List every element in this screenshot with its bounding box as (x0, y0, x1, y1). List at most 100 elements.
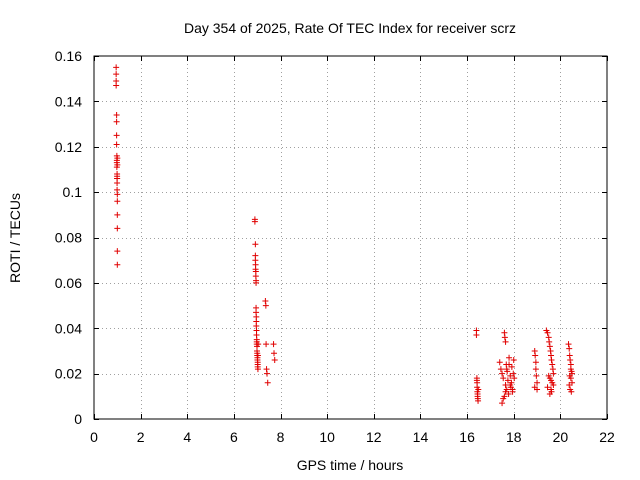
data-point (475, 386, 482, 393)
data-point (264, 370, 271, 377)
data-point (568, 388, 575, 395)
data-point (566, 345, 573, 352)
data-point (252, 241, 259, 248)
y-tick-label: 0.06 (55, 275, 82, 291)
grid-lines (94, 56, 607, 419)
x-tick-label: 8 (277, 429, 285, 445)
data-point (114, 191, 121, 198)
axis-ticks (94, 56, 608, 420)
x-tick-label: 20 (553, 429, 569, 445)
data-point (500, 375, 507, 382)
data-point (113, 141, 120, 148)
y-tick-label: 0 (74, 411, 82, 427)
data-point (532, 359, 539, 366)
data-point (546, 343, 553, 350)
data-point (271, 350, 278, 357)
data-point (114, 225, 121, 232)
x-tick-label: 2 (137, 429, 145, 445)
data-point (114, 248, 121, 255)
data-point (544, 329, 551, 336)
data-point (548, 357, 555, 364)
data-point (113, 64, 120, 71)
data-point (567, 357, 574, 364)
data-point (251, 218, 258, 225)
y-tick-label: 0.04 (55, 320, 82, 336)
data-point (546, 338, 553, 345)
y-tick-label: 0.16 (55, 48, 82, 64)
x-axis-label: GPS time / hours (297, 457, 404, 473)
y-tick-label: 0.14 (55, 93, 82, 109)
data-point (253, 279, 260, 286)
data-point (113, 82, 120, 89)
x-tick-label: 0 (90, 429, 98, 445)
x-tick-label: 14 (413, 429, 429, 445)
x-tick-label: 22 (599, 429, 615, 445)
data-point (504, 377, 511, 384)
data-point (254, 352, 261, 359)
data-point (510, 370, 517, 377)
data-point (507, 381, 514, 388)
data-point (510, 357, 517, 364)
x-tick-label: 10 (319, 429, 335, 445)
data-point (113, 111, 120, 118)
data-points (113, 64, 576, 407)
data-point (270, 341, 277, 348)
data-point (113, 118, 120, 125)
data-point (507, 372, 514, 379)
data-point (501, 334, 508, 341)
data-point (544, 384, 551, 391)
data-point (113, 71, 120, 78)
x-tick-label: 16 (459, 429, 475, 445)
data-point (549, 361, 556, 368)
data-point (499, 370, 506, 377)
data-point (533, 372, 540, 379)
data-point (502, 388, 509, 395)
chart-title: Day 354 of 2025, Rate Of TEC Index for r… (184, 20, 516, 36)
data-point (503, 366, 510, 373)
data-point (550, 381, 557, 388)
data-point (546, 391, 553, 398)
data-point (262, 302, 269, 309)
data-point (565, 341, 572, 348)
data-point (505, 391, 512, 398)
data-point (271, 357, 278, 364)
y-tick-label: 0.1 (63, 184, 83, 200)
data-point (567, 375, 574, 382)
data-point (473, 332, 480, 339)
data-point (509, 386, 516, 393)
data-point (550, 370, 557, 377)
data-point (114, 180, 121, 187)
y-tick-label: 0.02 (55, 366, 82, 382)
data-point (531, 384, 538, 391)
data-point (532, 366, 539, 373)
x-tick-label: 18 (506, 429, 522, 445)
data-point (506, 361, 513, 368)
data-point (255, 341, 262, 348)
data-point (114, 211, 121, 218)
data-point (264, 379, 271, 386)
data-point (113, 132, 120, 139)
plot-frame (93, 55, 608, 420)
data-point (502, 338, 509, 345)
data-point (501, 393, 508, 400)
y-tick-label: 0.08 (55, 230, 82, 246)
data-point (496, 359, 503, 366)
data-point (499, 400, 506, 407)
data-point (114, 198, 121, 205)
data-point (254, 366, 261, 373)
x-tick-label: 4 (183, 429, 191, 445)
data-point (506, 354, 513, 361)
y-tick-label: 0.12 (55, 139, 82, 155)
data-point (534, 379, 541, 386)
data-point (511, 375, 518, 382)
data-point (497, 366, 504, 373)
data-point (114, 261, 121, 268)
data-point (114, 161, 121, 168)
x-tick-labels: 0 2 4 6 8 10 12 14 16 18 20 22 (90, 429, 615, 445)
data-point (263, 341, 270, 348)
x-tick-label: 6 (230, 429, 238, 445)
data-point (475, 397, 482, 404)
x-tick-label: 12 (366, 429, 382, 445)
